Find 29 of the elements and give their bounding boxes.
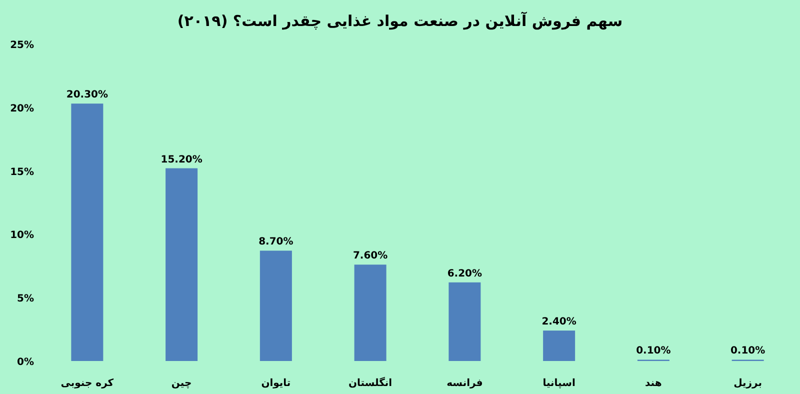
y-tick-label: 20% — [10, 103, 34, 114]
bar — [260, 250, 292, 361]
data-label: 0.10% — [636, 346, 671, 357]
data-label: 7.60% — [352, 250, 388, 262]
bar — [71, 104, 104, 361]
y-tick-label: 25% — [10, 40, 34, 51]
bar — [166, 168, 198, 361]
data-label: 20.30% — [66, 90, 108, 101]
x-tick-label: انگلستان — [348, 376, 392, 389]
data-label: 6.20% — [447, 268, 482, 280]
x-tick-label: تایوان — [261, 378, 291, 389]
chart-title: سهم فروش آنلاین در صنعت مواد غذایی چقدر است؟ (۲۰۱۹) — [177, 11, 623, 30]
data-label: 2.40% — [542, 316, 576, 328]
y-tick-label: 15% — [10, 166, 34, 178]
data-label: 0.10% — [730, 346, 766, 357]
x-tick-label: کره جنوبی — [60, 378, 114, 389]
y-tick-label: 10% — [10, 230, 34, 242]
data-label: 15.20% — [160, 154, 202, 166]
bar — [448, 282, 481, 361]
x-tick-label: چین — [171, 378, 192, 389]
x-tick-label: هند — [645, 378, 662, 389]
bar — [354, 264, 386, 361]
x-tick-label: برزیل — [734, 378, 762, 389]
x-tick-label: اسپانیا — [542, 378, 576, 389]
y-tick-label: 0% — [17, 357, 34, 368]
data-label: 8.70% — [258, 236, 294, 248]
y-tick-label: 5% — [17, 294, 34, 305]
x-tick-label: فرانسه — [446, 378, 483, 389]
bar — [543, 330, 576, 361]
